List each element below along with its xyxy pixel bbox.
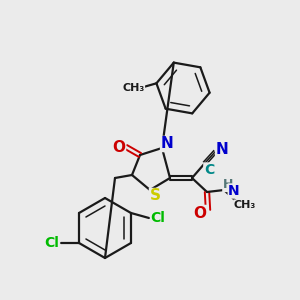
Text: C: C xyxy=(204,163,214,177)
Text: H: H xyxy=(223,178,233,191)
Text: N: N xyxy=(160,136,173,152)
Text: N: N xyxy=(216,142,228,157)
Text: N: N xyxy=(228,184,240,198)
Text: S: S xyxy=(149,188,161,203)
Text: CH₃: CH₃ xyxy=(234,200,256,210)
Text: Cl: Cl xyxy=(151,211,165,225)
Text: CH₃: CH₃ xyxy=(122,83,145,93)
Text: O: O xyxy=(194,206,206,220)
Text: O: O xyxy=(112,140,125,154)
Text: Cl: Cl xyxy=(45,236,59,250)
